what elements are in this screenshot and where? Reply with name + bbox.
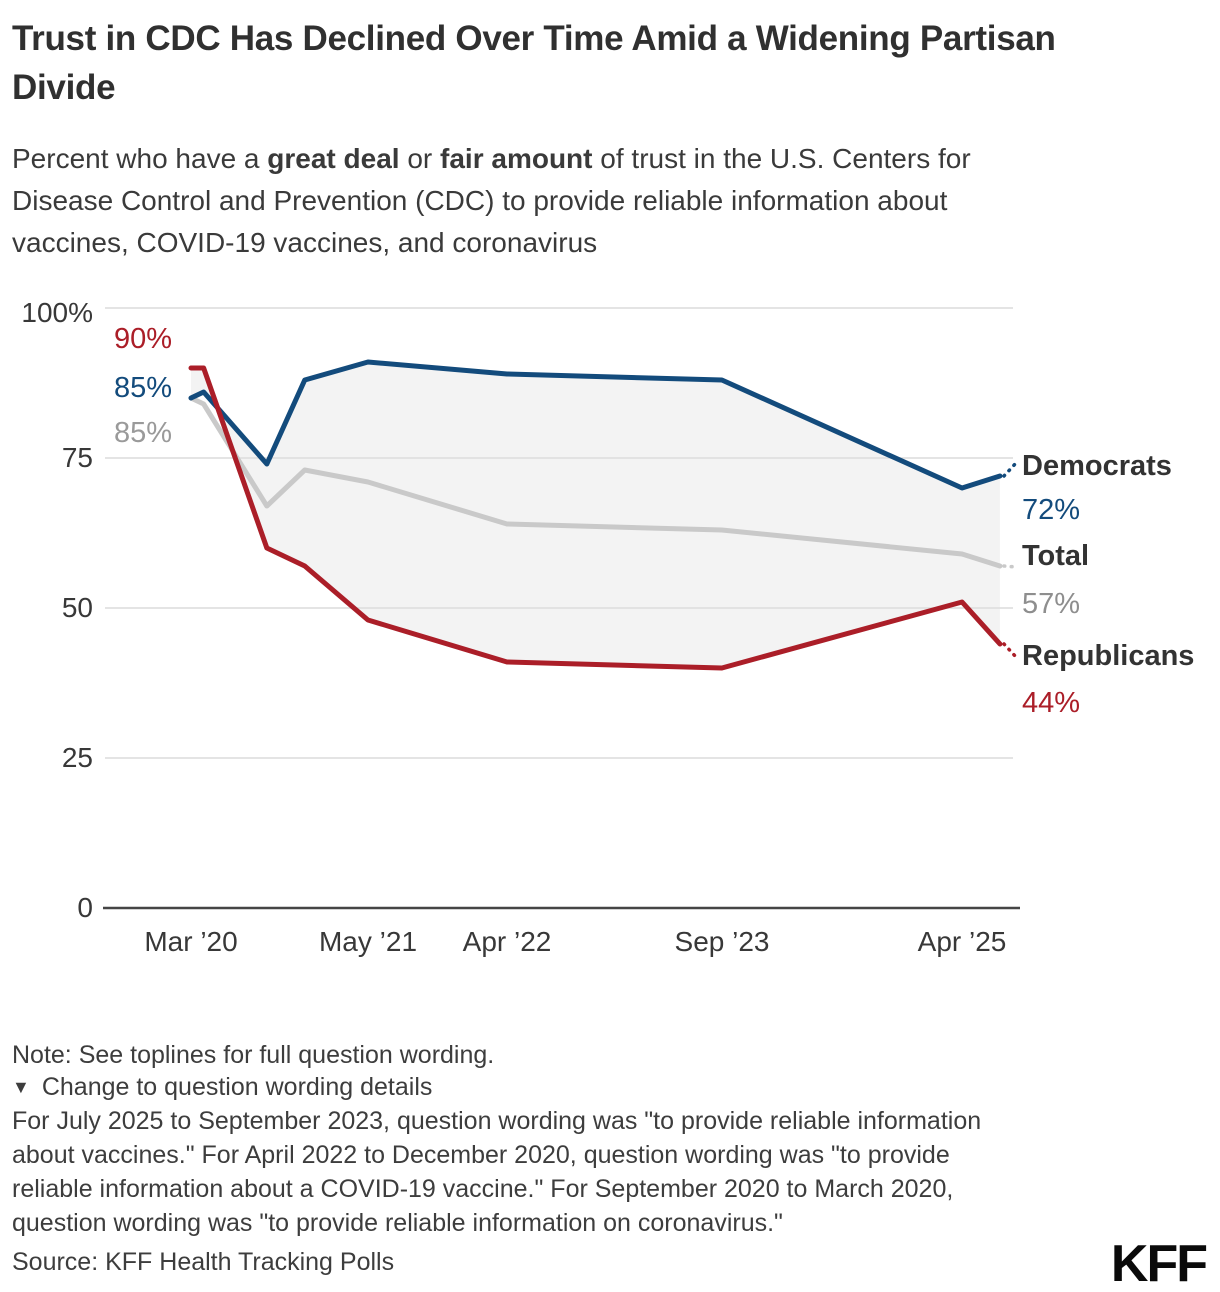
subtitle-text: or (399, 143, 441, 174)
republicans-label-leader-dots (1002, 642, 1018, 659)
x-tick-sep23: Sep ’23 (674, 926, 770, 957)
democrats-end-value: 72% (1022, 494, 1081, 526)
question-wording-details: For July 2025 to September 2023, questio… (12, 1107, 982, 1237)
x-tick-may21: May ’21 (318, 926, 418, 957)
partisan-gap-band (191, 362, 1000, 668)
democrats-start-value: 85% (114, 372, 173, 404)
y-tick-75: 75 (61, 442, 93, 473)
y-tick-50: 50 (61, 592, 93, 623)
democrats-series-label: Democrats (1022, 450, 1172, 482)
triangle-down-icon: ▼ (12, 1077, 30, 1097)
x-tick-apr22: Apr ’22 (462, 926, 552, 957)
republicans-end-value: 44% (1022, 687, 1081, 719)
x-tick-mar20: Mar ’20 (144, 926, 238, 957)
page-title: Trust in CDC Has Declined Over Time Amid… (12, 19, 1056, 107)
y-tick-0: 0 (77, 892, 93, 923)
subtitle-bold-fair-amount: fair amount (440, 143, 593, 174)
question-wording-toggle[interactable]: ▼ Change to question wording details (12, 1070, 432, 1104)
total-line (188, 395, 1003, 569)
subtitle-text: of trust in the U.S. Centers for Disease… (12, 143, 971, 258)
source-line: Source: KFF Health Tracking Polls (12, 1248, 395, 1276)
republicans-series-label: Republicans (1022, 640, 1195, 672)
kff-logo: KFF (1110, 1235, 1208, 1292)
y-tick-100: 100% (21, 297, 93, 328)
republicans-start-value: 90% (114, 323, 173, 355)
total-end-value: 57% (1022, 588, 1081, 620)
chart-subtitle: Percent who have a great deal or fair am… (12, 138, 1042, 264)
subtitle-text: Percent who have a (12, 143, 268, 174)
question-wording-toggle-label: Change to question wording details (41, 1073, 433, 1101)
democrats-label-leader-dots (1002, 461, 1018, 478)
total-label-leader-dots (1002, 564, 1018, 569)
total-start-value: 85% (114, 417, 173, 449)
republicans-line (188, 365, 1003, 671)
x-tick-apr25: Apr ’25 (917, 926, 1007, 957)
footnote: Note: See toplines for full question wor… (12, 1041, 495, 1069)
total-series-label: Total (1022, 540, 1090, 572)
democrats-line (188, 359, 1003, 491)
subtitle-bold-great-deal: great deal (267, 143, 400, 174)
y-tick-25: 25 (61, 742, 93, 773)
